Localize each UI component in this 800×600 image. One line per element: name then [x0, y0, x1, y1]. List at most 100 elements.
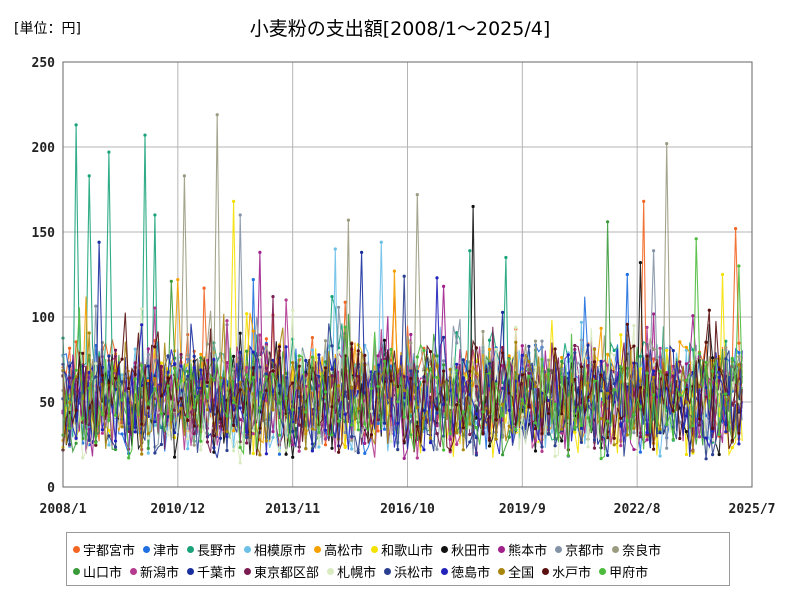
- data-point: [146, 436, 150, 440]
- data-point: [323, 360, 328, 364]
- data-point: [277, 401, 282, 405]
- data-point: [468, 249, 472, 253]
- data-point: [232, 423, 236, 427]
- data-point: [81, 351, 85, 355]
- data-point: [363, 353, 367, 357]
- data-point: [435, 432, 439, 436]
- data-point: [527, 344, 531, 348]
- data-point: [251, 366, 255, 370]
- legend-item: 京都市: [555, 540, 604, 559]
- data-point: [684, 362, 689, 366]
- data-point: [606, 391, 610, 395]
- data-point: [360, 250, 364, 254]
- data-point: [560, 375, 564, 379]
- data-point: [665, 142, 669, 146]
- legend-marker-icon: [441, 567, 449, 575]
- data-point: [592, 379, 597, 383]
- data-point: [409, 369, 413, 373]
- data-point: [277, 345, 282, 349]
- data-point: [271, 408, 275, 412]
- data-point: [166, 376, 170, 380]
- data-point: [284, 396, 288, 400]
- data-point: [737, 400, 741, 404]
- data-point: [133, 372, 137, 377]
- data-point: [264, 337, 268, 341]
- data-point: [514, 325, 518, 329]
- data-point: [304, 410, 308, 414]
- data-point: [533, 421, 538, 425]
- data-point: [717, 375, 721, 379]
- data-point: [238, 406, 242, 410]
- data-point: [205, 380, 209, 384]
- data-point: [619, 416, 623, 420]
- data-point: [81, 416, 85, 420]
- data-point: [343, 325, 347, 329]
- data-point: [396, 400, 400, 404]
- data-point: [638, 379, 643, 383]
- data-point: [697, 352, 702, 356]
- data-point: [435, 364, 439, 368]
- legend-marker-icon: [244, 567, 252, 575]
- data-point: [179, 352, 183, 357]
- data-point: [205, 395, 209, 399]
- y-axis-ticks: 0 50 100 150 200 250: [32, 56, 56, 496]
- legend-item: 津市: [143, 540, 179, 559]
- data-point: [533, 427, 538, 431]
- data-point: [553, 347, 557, 351]
- data-point: [474, 346, 478, 350]
- data-point: [107, 150, 111, 154]
- data-point: [232, 354, 236, 358]
- data-point: [724, 392, 728, 396]
- data-point: [264, 366, 268, 370]
- data-point: [113, 445, 118, 449]
- data-point: [704, 436, 708, 440]
- data-point: [271, 430, 275, 434]
- data-point: [468, 393, 472, 397]
- data-point: [592, 446, 597, 450]
- data-point: [638, 435, 643, 439]
- legend-label: 甲府市: [609, 565, 649, 581]
- data-point: [461, 448, 465, 452]
- data-point: [258, 250, 262, 254]
- data-point: [120, 380, 124, 384]
- data-point: [100, 373, 104, 377]
- data-point: [704, 386, 708, 390]
- x-axis-ticks: 2008/1 2010/12 2013/11 2016/10 2019/9 2022/8 2…: [40, 502, 776, 517]
- data-point: [717, 367, 721, 371]
- data-point: [323, 339, 328, 343]
- data-point: [363, 441, 367, 445]
- data-point: [199, 439, 203, 443]
- data-point: [599, 416, 603, 421]
- data-point: [159, 364, 163, 368]
- data-point: [455, 403, 459, 407]
- data-point: [481, 431, 485, 436]
- data-point: [707, 308, 711, 312]
- data-point: [310, 427, 314, 431]
- data-point: [645, 371, 649, 375]
- data-point: [205, 440, 209, 444]
- data-point: [94, 362, 98, 366]
- legend-item: 新潟市: [130, 562, 179, 581]
- data-point: [507, 408, 511, 412]
- data-point: [192, 443, 196, 447]
- data-point: [87, 386, 91, 390]
- data-point: [225, 448, 229, 453]
- data-point: [94, 443, 98, 447]
- data-point: [232, 401, 236, 405]
- data-point: [199, 368, 203, 372]
- data-point: [638, 386, 643, 390]
- data-point: [100, 428, 104, 432]
- data-point: [684, 378, 689, 382]
- data-point: [291, 381, 295, 385]
- data-point: [199, 448, 203, 452]
- data-point: [455, 341, 459, 345]
- data-point: [645, 438, 649, 442]
- data-point: [245, 430, 249, 434]
- data-point: [323, 366, 328, 370]
- data-point: [599, 457, 603, 461]
- legend-label: 奈良市: [622, 543, 662, 559]
- data-point: [271, 369, 275, 373]
- data-point: [173, 455, 177, 459]
- x-tick-label: 2016/10: [380, 502, 435, 517]
- data-point: [337, 305, 341, 309]
